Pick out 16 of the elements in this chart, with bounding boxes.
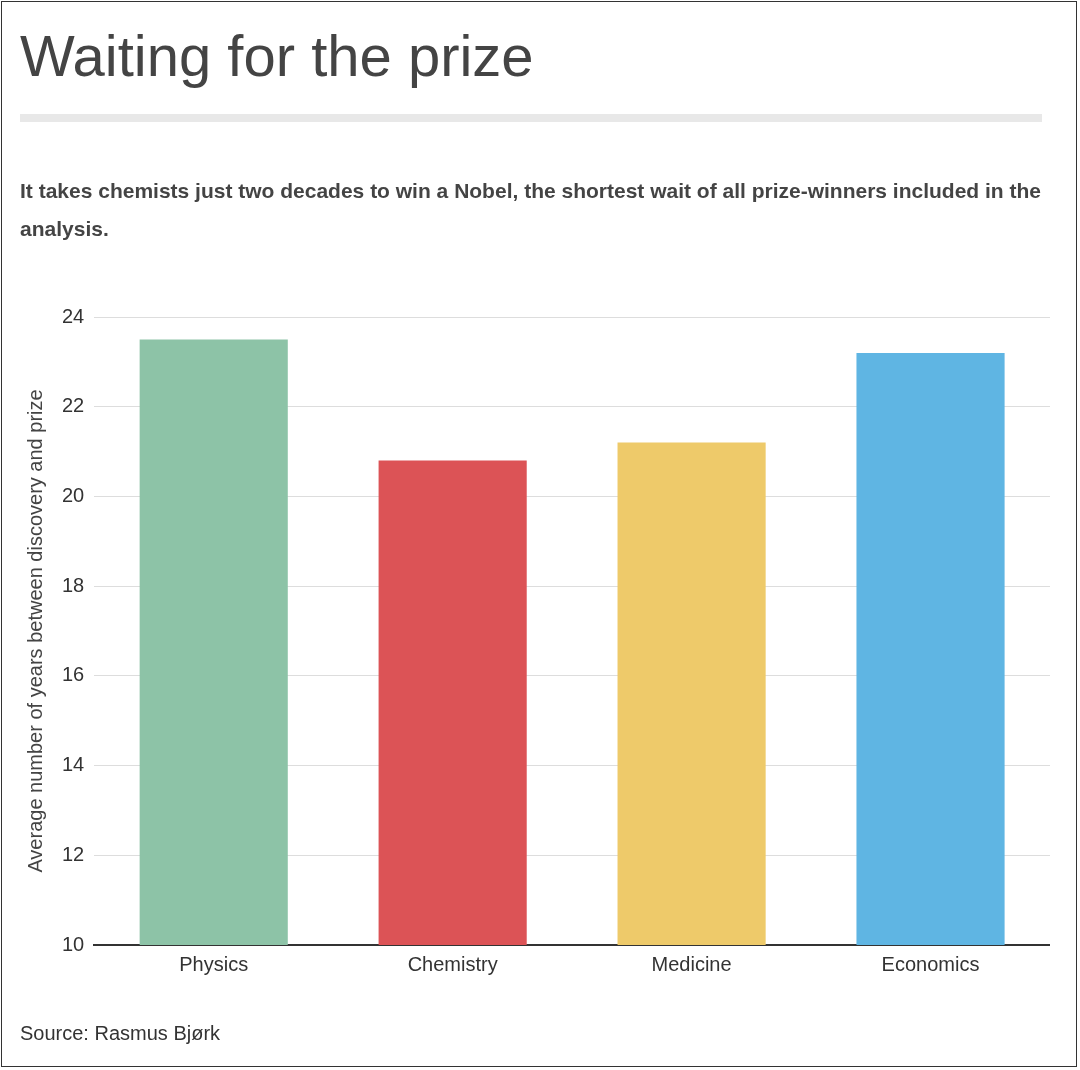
y-axis-title: Average number of years between discovery and prize [23,389,46,873]
y-tick-label: 10 [62,932,85,955]
y-tick-label: 24 [62,304,85,327]
y-tick-label: 20 [62,483,85,506]
y-tick-label: 12 [62,842,85,865]
y-tick-label: 18 [62,573,85,596]
y-tick-label: 14 [62,753,85,776]
chart-title: Waiting for the prize [20,22,534,89]
x-tick-label: Medicine [651,952,732,975]
source-note: Source: Rasmus Bjørk [20,1022,221,1045]
x-tick-label: Chemistry [407,952,498,975]
chart-subtitle: It takes chemists just two decades to win a Nobel, the shortest wait of all prize-winners included in the analysis. [20,178,1042,242]
x-tick-label: Physics [179,952,249,975]
y-tick-label: 16 [62,663,85,686]
y-tick-label: 22 [62,394,85,417]
x-tick-label: Economics [881,952,980,975]
